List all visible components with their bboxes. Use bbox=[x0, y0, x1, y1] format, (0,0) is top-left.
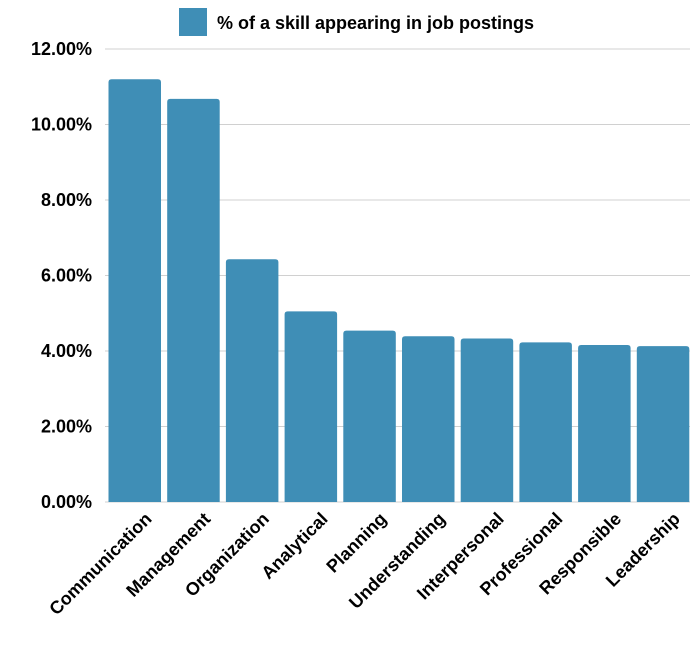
y-axis: 0.00% 2.00% 4.00% 6.00% 8.00% 10.00% 12.00% bbox=[31, 39, 92, 512]
y-tick-label: 6.00% bbox=[41, 266, 92, 286]
legend-swatch bbox=[179, 8, 207, 36]
y-tick-label: 8.00% bbox=[41, 190, 92, 210]
y-tick-label: 2.00% bbox=[41, 417, 92, 437]
bar-professional bbox=[519, 342, 572, 502]
y-tick-label: 4.00% bbox=[41, 341, 92, 361]
y-tick-label: 0.00% bbox=[41, 492, 92, 512]
bar-planning bbox=[343, 330, 396, 502]
bar-analytical bbox=[284, 311, 338, 502]
bar-responsible bbox=[578, 344, 631, 502]
legend: % of a skill appearing in job postings bbox=[179, 8, 534, 36]
bar-management bbox=[167, 98, 220, 502]
bars bbox=[108, 79, 690, 502]
bar-understanding bbox=[402, 336, 455, 502]
bar-interpersonal bbox=[460, 338, 514, 502]
y-tick-label: 12.00% bbox=[31, 39, 92, 59]
bar-leadership bbox=[636, 346, 690, 502]
x-axis: CommunicationManagementOrganizationAnaly… bbox=[45, 509, 684, 619]
y-tick-label: 10.00% bbox=[31, 115, 92, 135]
legend-label: % of a skill appearing in job postings bbox=[217, 13, 534, 33]
x-tick-label-communication: Communication bbox=[45, 509, 155, 619]
bar-organization bbox=[225, 259, 279, 502]
bar-communication bbox=[108, 79, 161, 502]
